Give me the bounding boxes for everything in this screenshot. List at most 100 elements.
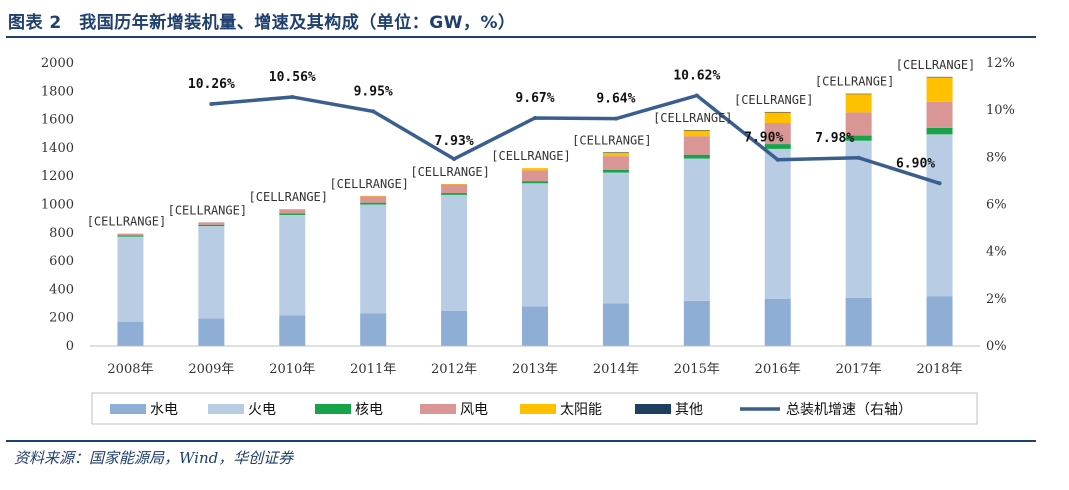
bar-segment-2 [360,204,387,314]
bar-segment-2 [522,183,548,307]
y2-tick-label: 6% [986,198,1007,213]
bar-segment-5 [602,152,629,157]
bar-segment-2 [198,226,225,319]
bar-segment-3 [926,127,953,135]
x-tick-label: 2011年 [350,362,396,377]
bar-segment-3 [683,154,710,159]
bar-total-label: [CELLRANGE] [410,165,489,179]
growth-data-label: 7.93% [435,134,474,149]
bar-segment-4 [279,209,306,214]
bar-segment-2 [602,172,629,304]
y2-tick-label: 12% [986,56,1015,71]
bar-segment-4 [198,222,225,225]
bar-segment-1 [764,299,791,346]
bar-segment-5 [360,195,387,197]
bar-segment-2 [279,214,306,316]
y2-tick-label: 4% [986,245,1007,260]
y-tick-label: 400 [49,282,74,297]
growth-point [290,94,295,99]
growth-data-label: 10.26% [188,77,235,92]
bar-segment-6 [602,152,629,153]
legend-swatch-2 [208,404,244,414]
bar-segment-1 [522,306,548,346]
x-tick-label: 2014年 [593,362,639,377]
bar-segment-5 [845,93,872,113]
bar-segment-4 [764,122,791,145]
bar-segment-1 [279,315,306,346]
growth-point [452,156,457,161]
bar-segment-5 [764,112,791,123]
x-tick-label: 2009年 [188,362,234,377]
legend-swatch-5 [520,404,556,414]
growth-point [775,157,780,162]
x-tick-label: 2016年 [755,362,801,377]
bar-segment-5 [926,77,953,102]
x-tick-label: 2013年 [512,362,558,377]
y2-tick-label: 2% [986,292,1007,307]
legend-label: 其他 [675,402,703,418]
y-tick-label: 800 [49,226,74,241]
bar-total-label: [CELLRANGE] [815,75,894,89]
growth-data-label: 7.98% [815,131,854,146]
legend-label: 水电 [150,402,178,418]
x-tick-label: 2015年 [674,362,720,377]
legend-swatch-3 [315,404,351,414]
bar-total-label: [CELLRANGE] [168,203,247,217]
bar-segment-1 [117,321,144,346]
bar-segment-2 [683,158,710,301]
y-tick-label: 1600 [41,113,74,128]
x-tick-label: 2017年 [836,362,882,377]
bar-segment-3 [845,135,872,141]
growth-data-label: 10.62% [673,69,720,84]
bar-segment-1 [441,310,468,346]
legend-label: 火电 [248,402,276,418]
bar-segment-5 [683,130,710,137]
bar-segment-6 [764,111,791,113]
bar-segment-3 [602,169,629,173]
y-tick-label: 1200 [41,169,74,184]
bar-segment-4 [683,136,710,155]
y-tick-label: 1400 [41,141,74,156]
bar-segment-1 [360,313,387,346]
bar-segment-3 [117,235,144,237]
bar-segment-6 [845,93,872,95]
bar-segment-2 [764,148,791,300]
growth-data-label: 9.95% [354,84,393,99]
bar-total-label: [CELLRANGE] [87,215,166,229]
bar-segment-3 [279,213,306,215]
bar-segment-5 [279,209,306,210]
bar-segment-4 [602,156,629,170]
legend-swatch-1 [110,404,146,414]
growth-data-label: 9.67% [515,91,554,106]
bar-total-label: [CELLRANGE] [653,111,732,125]
growth-line-layer [209,93,942,186]
bar-total-label: [CELLRANGE] [249,190,328,204]
bar-segment-3 [198,224,225,227]
bar-total-label: [CELLRANGE] [329,177,408,191]
bar-segment-1 [198,318,225,346]
bar-segment-3 [522,181,548,184]
y2-tick-label: 8% [986,150,1007,165]
bar-total-label: [CELLRANGE] [491,149,570,163]
bars-layer [117,76,953,346]
y-tick-label: 0 [66,339,74,354]
growth-line [211,93,941,185]
bar-segment-1 [926,296,953,346]
bar-segment-1 [845,297,872,346]
bar-segment-3 [360,202,387,205]
bar-segment-2 [926,134,953,297]
bar-segment-3 [764,144,791,149]
y-tick-label: 2000 [41,56,74,71]
legend-label: 太阳能 [560,402,602,418]
growth-point [613,116,618,121]
bar-segment-1 [602,303,629,346]
growth-point [694,93,699,98]
x-tick-label: 2018年 [916,362,962,377]
growth-point [209,102,214,107]
growth-point [937,181,942,186]
growth-data-label: 6.90% [896,156,935,171]
bar-segment-4 [845,112,872,136]
bar-segment-5 [522,168,548,171]
growth-point [856,155,861,160]
bar-total-label: [CELLRANGE] [734,93,813,107]
